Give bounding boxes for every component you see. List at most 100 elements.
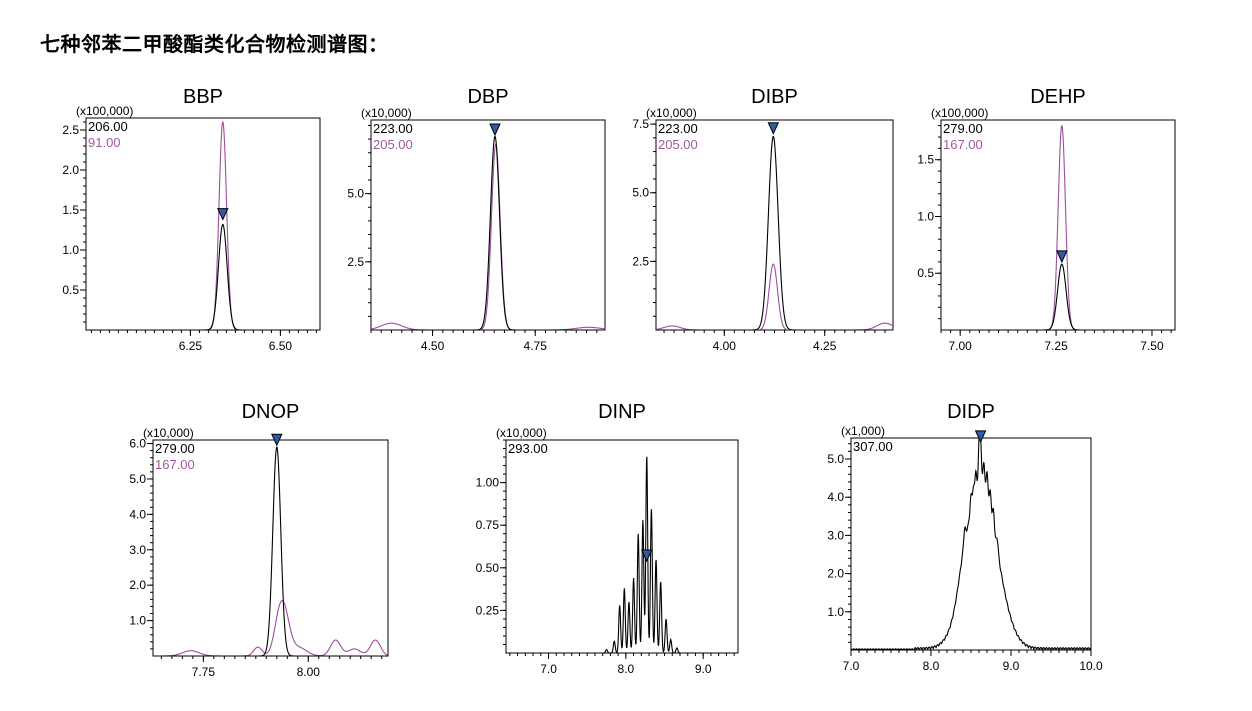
y-tick-label: 2.5 [62, 123, 79, 137]
chart-panel-dnop: DNOP (x10,000) 7.75 8.00 1.0 2.0 3.0 4.0 5.0 6.0 2… [100, 401, 400, 681]
x-tick-label: 10.0 [1079, 659, 1103, 673]
x-tick-label: 7.25 [1044, 339, 1068, 353]
chart-svg: (x10,000) 7.75 8.00 1.0 2.0 3.0 4.0 5.0 6.0 279.0… [129, 426, 389, 679]
series-label: 223.00 [373, 121, 413, 136]
series-label: 205.00 [658, 137, 698, 152]
chart-title: DEHP [1030, 86, 1086, 108]
chart-title: BBP [182, 86, 224, 108]
x-tick-label: 7.0 [540, 662, 557, 676]
y-tick-label: 5.0 [129, 472, 146, 486]
y-tick-label: 1.0 [62, 243, 79, 257]
axis-multiplier: (x100,000) [76, 104, 133, 118]
peak-marker [217, 208, 229, 221]
chart-panel-bbp: BBP (x100,000) 6.25 6.50 0.5 1.0 1.5 2.0 2.5 206.… [30, 86, 330, 358]
series-label: 167.00 [943, 137, 983, 152]
x-tick-label: 8.00 [297, 665, 321, 679]
series-label: 223.00 [658, 121, 698, 136]
x-tick-label: 7.50 [1140, 339, 1164, 353]
series-label: 279.00 [943, 121, 983, 136]
y-tick-label: 1.0 [917, 209, 934, 223]
chart-title: DIBP [751, 86, 798, 108]
chart-panel-dbp: DBP (x10,000) 4.50 4.75 2.5 5.0 223.00 205.00 [315, 86, 615, 358]
x-tick-label: 8.0 [923, 659, 940, 673]
y-tick-label: 4.0 [129, 507, 146, 521]
y-tick-label: 1.5 [917, 153, 934, 167]
y-tick-label: 6.0 [129, 437, 146, 451]
peak-marker [271, 433, 283, 447]
series-label: 91.00 [88, 135, 121, 150]
chart-svg: (x10,000) 7.0 8.0 9.0 0.25 0.50 0.75 1.00 293.00 [476, 426, 739, 676]
axis-multiplier: (x1,000) [841, 424, 885, 438]
chart-panel-dinp: DINP (x10,000) 7.0 8.0 9.0 0.25 0.50 0.75 1.00 29… [450, 401, 750, 681]
plot-frame [850, 437, 1092, 651]
trace-black [851, 438, 1091, 650]
plot-frame [505, 439, 739, 654]
chart-svg: (x100,000) 6.25 6.50 0.5 1.0 1.5 2.0 2.5 206.009… [62, 104, 321, 353]
x-tick-label: 6.50 [269, 339, 293, 353]
y-tick-label: 3.0 [129, 543, 146, 557]
trace-magenta [941, 125, 1175, 330]
chart-panel-dehp: DEHP (x100,000) 7.00 7.25 7.50 0.5 1.0 1.5 279.0… [885, 86, 1185, 358]
axis-multiplier: (x100,000) [931, 106, 988, 120]
y-tick-label: 0.5 [62, 283, 79, 297]
y-tick-label: 2.0 [129, 578, 146, 592]
x-tick-label: 6.25 [179, 339, 203, 353]
plot-frame [370, 119, 606, 331]
trace-magenta [371, 143, 605, 330]
y-tick-label: 7.5 [632, 117, 649, 131]
y-tick-label: 5.0 [632, 186, 649, 200]
axis-multiplier: (x10,000) [143, 426, 194, 440]
trace-magenta [153, 600, 388, 656]
x-tick-label: 7.0 [843, 659, 860, 673]
chart-svg: (x100,000) 7.00 7.25 7.50 0.5 1.0 1.5 279.00167… [917, 106, 1176, 353]
series-label: 205.00 [373, 137, 413, 152]
y-tick-label: 3.0 [827, 528, 844, 542]
y-tick-label: 0.50 [476, 561, 500, 575]
chart-title: DBP [467, 86, 509, 108]
y-tick-label: 1.0 [129, 614, 146, 628]
y-tick-label: 0.5 [917, 266, 934, 280]
y-tick-label: 0.75 [476, 518, 500, 532]
page-title: 七种邻苯二甲酸酯类化合物检测谱图： [40, 32, 389, 56]
trace-black [941, 263, 1175, 330]
peak-marker [767, 122, 780, 135]
series-label: 206.00 [88, 119, 128, 134]
y-tick-label: 1.0 [827, 605, 844, 619]
axis-multiplier: (x10,000) [646, 106, 697, 120]
chart-title: DNOP [241, 401, 300, 423]
trace-black [86, 223, 320, 330]
trace-black [506, 456, 738, 653]
x-tick-label: 4.00 [713, 339, 737, 353]
x-tick-label: 9.0 [695, 662, 712, 676]
x-tick-label: 4.25 [813, 339, 837, 353]
trace-black [153, 446, 388, 656]
y-tick-label: 2.5 [632, 254, 649, 268]
axis-multiplier: (x10,000) [496, 426, 547, 440]
y-tick-label: 1.5 [62, 203, 79, 217]
peak-marker [640, 549, 653, 563]
y-tick-label: 1.00 [476, 476, 500, 490]
y-tick-label: 0.25 [476, 603, 500, 617]
x-tick-label: 9.0 [1003, 659, 1020, 673]
x-tick-label: 7.00 [949, 339, 973, 353]
y-tick-label: 2.0 [827, 567, 844, 581]
chart-panel-didp: DIDP (x1,000) 7.0 8.0 9.0 10.0 1.0 2.0 3.0 4.0 5.0… [795, 401, 1105, 681]
x-tick-label: 8.0 [618, 662, 635, 676]
y-tick-label: 5.0 [347, 187, 364, 201]
plot-frame [85, 117, 321, 331]
y-tick-label: 2.5 [347, 255, 364, 269]
plot-frame [940, 119, 1176, 331]
trace-black [656, 135, 893, 330]
chart-title: DINP [598, 401, 646, 423]
y-tick-label: 2.0 [62, 163, 79, 177]
trace-magenta [656, 263, 893, 330]
peak-marker [974, 430, 987, 444]
y-tick-label: 4.0 [827, 490, 844, 504]
peak-marker [1056, 250, 1068, 264]
plot-frame [152, 439, 389, 657]
x-tick-label: 7.75 [192, 665, 216, 679]
chart-panel-dibp: DIBP (x10,000) 4.00 4.25 2.5 5.0 7.5 223.00 205.… [603, 86, 903, 358]
x-tick-label: 4.75 [524, 339, 548, 353]
